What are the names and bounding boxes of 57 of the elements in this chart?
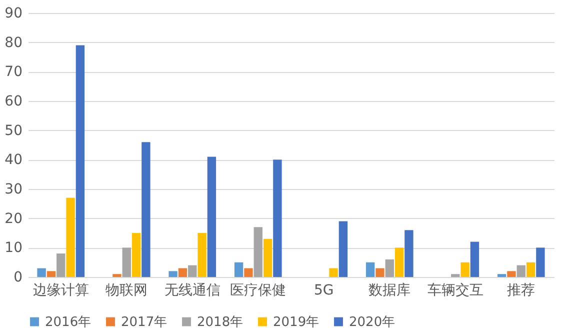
y-tick-label: 50: [4, 122, 22, 139]
x-tick-label: 医疗保健: [230, 282, 286, 298]
bar: [168, 271, 178, 277]
legend-label: 2017年: [121, 314, 168, 330]
bar: [385, 259, 394, 277]
y-tick-label: 80: [4, 34, 22, 51]
bar: [451, 274, 460, 277]
y-tick-label: 40: [4, 152, 22, 168]
y-tick-label: 60: [4, 94, 22, 110]
bar: [497, 274, 506, 277]
legend-label: 2018年: [197, 314, 244, 330]
bar: [122, 248, 131, 277]
bar: [244, 268, 253, 277]
bar: [460, 262, 470, 277]
bar: [366, 262, 375, 277]
bar: [516, 265, 526, 277]
bar: [56, 254, 66, 277]
x-tick-label: 物联网: [106, 282, 148, 298]
bar: [263, 238, 272, 277]
y-tick-label: 0: [14, 270, 22, 286]
y-tick-label: 20: [4, 210, 22, 227]
bar: [338, 221, 348, 277]
bar: [132, 233, 141, 277]
legend-label: 2020年: [349, 314, 396, 330]
y-tick-label: 70: [4, 64, 22, 80]
x-tick-label: 无线通信: [164, 282, 220, 298]
bar: [142, 142, 150, 277]
x-tick-label: 边缘计算: [32, 282, 89, 298]
bar: [46, 271, 56, 277]
bar: [178, 268, 188, 277]
bar: [198, 233, 206, 277]
bar: [536, 248, 545, 277]
legend-label: 2019年: [273, 314, 320, 330]
bar: [254, 227, 262, 277]
y-tick-label: 90: [4, 6, 22, 22]
bar: [66, 198, 75, 277]
bar: [329, 268, 338, 277]
bar: [112, 274, 122, 277]
y-tick-label: 30: [4, 182, 22, 198]
bar: [526, 262, 536, 277]
bar: [404, 230, 414, 277]
bar: [273, 160, 282, 277]
bar: [207, 156, 216, 277]
bar: [507, 271, 516, 277]
bar: [376, 268, 384, 277]
x-tick-label: 5G: [314, 282, 334, 298]
bar: [37, 268, 46, 277]
bar: [188, 265, 197, 277]
x-tick-label: 车辆交互: [427, 282, 484, 298]
x-tick-label: 推荐: [507, 282, 536, 298]
bar: [234, 262, 244, 277]
bar: [394, 248, 404, 277]
bar: [470, 242, 480, 277]
legend-label: 2016年: [45, 314, 92, 330]
y-tick-label: 10: [4, 240, 22, 256]
bar: [76, 45, 85, 277]
x-tick-label: 数据库: [368, 282, 411, 298]
